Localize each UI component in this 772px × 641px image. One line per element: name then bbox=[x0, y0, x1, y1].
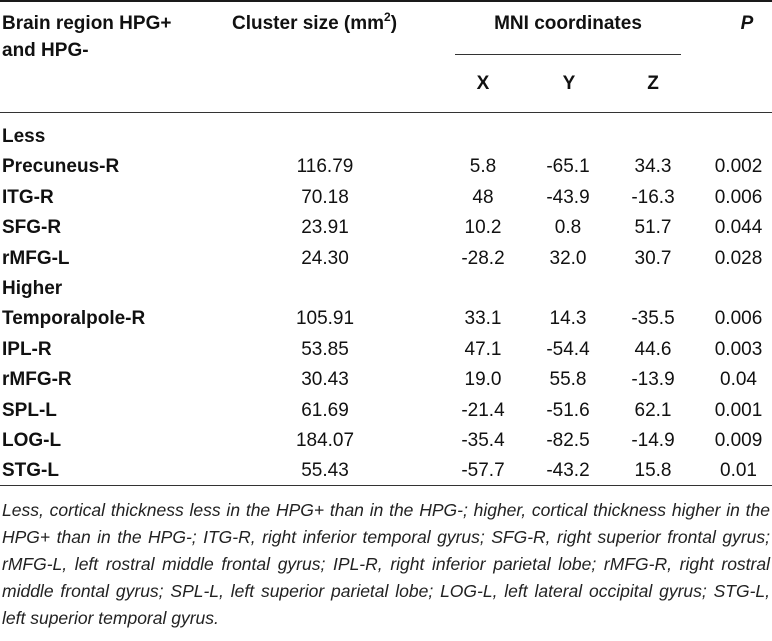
cell-z: 62.1 bbox=[634, 399, 672, 421]
cell-p: 0.001 bbox=[714, 399, 763, 421]
cell-x: 48 bbox=[472, 186, 494, 208]
cell-y: -82.5 bbox=[546, 429, 590, 451]
table-row: rMFG-R 30.43 19.0 55.8 -13.9 0.04 bbox=[0, 365, 772, 395]
header-brain-region: Brain region HPG+ and HPG- bbox=[2, 10, 171, 64]
table-top-rule bbox=[0, 0, 772, 2]
cell-y: 0.8 bbox=[554, 217, 582, 239]
cell-region: SPL-L bbox=[2, 399, 57, 421]
table-row: ITG-R 70.18 48 -43.9 -16.3 0.006 bbox=[0, 183, 772, 213]
cell-region: SFG-R bbox=[2, 217, 62, 239]
cell-x: -21.4 bbox=[461, 399, 505, 421]
cell-x: 19.0 bbox=[464, 369, 502, 391]
header-bottom-rule bbox=[0, 112, 772, 113]
cell-cluster: 55.43 bbox=[301, 460, 349, 482]
group-label-less: Less bbox=[2, 126, 46, 147]
cell-z: -14.9 bbox=[631, 429, 675, 451]
cell-cluster: 61.69 bbox=[301, 399, 349, 421]
header-x: X bbox=[476, 73, 490, 94]
table-footnote: Less, cortical thickness less in the HPG… bbox=[2, 500, 770, 628]
group-label-higher: Higher bbox=[2, 277, 63, 299]
header-cluster-text: Cluster size (mm bbox=[232, 13, 385, 34]
table-row: SPL-L 61.69 -21.4 -51.6 62.1 0.001 bbox=[0, 396, 772, 426]
cell-x: 47.1 bbox=[464, 338, 502, 360]
table-row: SFG-R 23.91 10.2 0.8 51.7 0.044 bbox=[0, 213, 772, 243]
cell-region: IPL-R bbox=[2, 338, 52, 360]
header-cluster-sup: 2 bbox=[384, 10, 391, 24]
group-row: Higher bbox=[0, 274, 772, 304]
table-body: Less Precuneus-R 116.79 5.8 -65.1 34.3 0… bbox=[0, 122, 772, 487]
table-row: STG-L 55.43 -57.7 -43.2 15.8 0.01 bbox=[0, 456, 772, 486]
cell-x: -35.4 bbox=[461, 429, 505, 451]
cell-p: 0.003 bbox=[714, 338, 763, 360]
cell-y: -43.9 bbox=[546, 186, 590, 208]
cell-cluster: 70.18 bbox=[301, 186, 349, 208]
cell-region: rMFG-R bbox=[2, 369, 72, 391]
cell-z: 44.6 bbox=[634, 338, 672, 360]
cell-cluster: 23.91 bbox=[301, 217, 349, 239]
cell-region: Temporalpole-R bbox=[2, 308, 146, 330]
cell-z: 34.3 bbox=[634, 156, 672, 178]
cell-cluster: 30.43 bbox=[301, 369, 349, 391]
cell-z: -16.3 bbox=[631, 186, 675, 208]
table-row: Precuneus-R 116.79 5.8 -65.1 34.3 0.002 bbox=[0, 152, 772, 182]
header-p-value: P bbox=[740, 13, 754, 34]
cell-y: -65.1 bbox=[546, 156, 590, 178]
cell-x: 10.2 bbox=[464, 217, 502, 239]
cell-region: ITG-R bbox=[2, 186, 54, 208]
cell-p: 0.044 bbox=[714, 217, 763, 239]
header-y: Y bbox=[562, 73, 576, 94]
cell-p: 0.028 bbox=[714, 247, 763, 269]
cell-z: -35.5 bbox=[631, 308, 675, 330]
cell-region: rMFG-L bbox=[2, 247, 70, 269]
cell-cluster: 116.79 bbox=[296, 156, 354, 178]
cell-region: Precuneus-R bbox=[2, 156, 120, 178]
header-cluster-close: ) bbox=[390, 13, 398, 34]
table-row: rMFG-L 24.30 -28.2 32.0 30.7 0.028 bbox=[0, 244, 772, 274]
cell-cluster: 24.30 bbox=[301, 247, 349, 269]
table-row: IPL-R 53.85 47.1 -54.4 44.6 0.003 bbox=[0, 335, 772, 365]
header-cluster-size: Cluster size (mm2) bbox=[232, 10, 397, 37]
cell-p: 0.002 bbox=[714, 156, 763, 178]
header-region-line1: Brain region HPG+ bbox=[2, 13, 172, 34]
header-region-line2: and HPG- bbox=[2, 40, 89, 61]
cell-y: 55.8 bbox=[549, 369, 587, 391]
cell-p: 0.009 bbox=[714, 429, 763, 451]
cell-cluster: 105.91 bbox=[295, 308, 355, 330]
cell-x: -57.7 bbox=[461, 460, 505, 482]
header-mni-coordinates: MNI coordinates bbox=[494, 13, 642, 34]
cell-y: -51.6 bbox=[546, 399, 590, 421]
cell-p: 0.04 bbox=[720, 369, 757, 391]
cell-p: 0.01 bbox=[720, 460, 757, 482]
cell-cluster: 184.07 bbox=[295, 429, 355, 451]
cell-y: 14.3 bbox=[549, 308, 587, 330]
cell-y: 32.0 bbox=[549, 247, 587, 269]
header-z: Z bbox=[647, 73, 659, 94]
mni-underline bbox=[455, 54, 681, 55]
cell-x: 5.8 bbox=[469, 156, 497, 178]
cell-region: LOG-L bbox=[2, 429, 62, 451]
cell-p: 0.006 bbox=[714, 186, 763, 208]
cell-z: 51.7 bbox=[634, 217, 672, 239]
cell-z: 15.8 bbox=[634, 460, 672, 482]
group-row: Less bbox=[0, 122, 772, 152]
cell-x: -28.2 bbox=[461, 247, 505, 269]
cell-p: 0.006 bbox=[714, 308, 763, 330]
cell-y: -43.2 bbox=[546, 460, 590, 482]
cell-x: 33.1 bbox=[464, 308, 502, 330]
cell-region: STG-L bbox=[2, 460, 59, 482]
cell-y: -54.4 bbox=[546, 338, 590, 360]
table-row: LOG-L 184.07 -35.4 -82.5 -14.9 0.009 bbox=[0, 426, 772, 456]
cell-z: 30.7 bbox=[634, 247, 672, 269]
cell-cluster: 53.85 bbox=[301, 338, 349, 360]
cell-z: -13.9 bbox=[631, 369, 675, 391]
table-row: Temporalpole-R 105.91 33.1 14.3 -35.5 0.… bbox=[0, 304, 772, 334]
table-bottom-rule bbox=[0, 485, 772, 486]
